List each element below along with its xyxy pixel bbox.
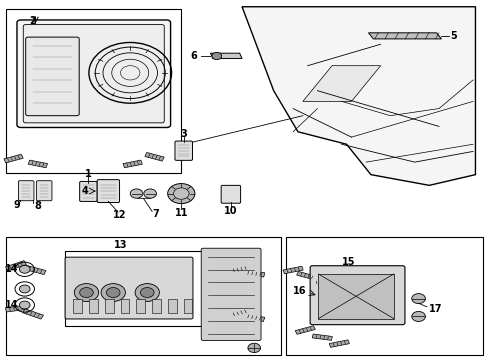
Text: 12: 12 (113, 210, 126, 220)
FancyBboxPatch shape (97, 180, 119, 203)
Polygon shape (5, 261, 26, 271)
Circle shape (101, 284, 125, 301)
FancyBboxPatch shape (65, 257, 193, 319)
Text: 14: 14 (5, 300, 19, 310)
FancyBboxPatch shape (19, 181, 34, 201)
Polygon shape (242, 7, 474, 185)
Circle shape (20, 285, 30, 293)
Text: 16: 16 (293, 287, 306, 296)
Text: 5: 5 (449, 31, 456, 41)
FancyBboxPatch shape (23, 24, 164, 123)
Text: 10: 10 (224, 206, 237, 216)
Polygon shape (243, 314, 264, 321)
FancyBboxPatch shape (17, 20, 170, 127)
FancyBboxPatch shape (201, 248, 261, 341)
Circle shape (411, 311, 425, 321)
Bar (89, 298, 98, 313)
Polygon shape (228, 308, 250, 318)
Circle shape (211, 53, 221, 60)
Polygon shape (25, 265, 46, 275)
Circle shape (143, 189, 156, 198)
Text: 7: 7 (152, 209, 159, 219)
Circle shape (140, 288, 154, 297)
Circle shape (167, 184, 195, 203)
Polygon shape (295, 326, 315, 334)
Text: 8: 8 (34, 201, 41, 211)
Text: 15: 15 (342, 257, 355, 267)
Text: 3: 3 (180, 129, 187, 139)
Polygon shape (210, 53, 242, 59)
FancyBboxPatch shape (26, 37, 79, 116)
Text: 1: 1 (85, 169, 92, 179)
Circle shape (80, 288, 93, 297)
Text: 11: 11 (174, 207, 188, 217)
Text: 14: 14 (5, 264, 19, 274)
Bar (121, 298, 129, 313)
Polygon shape (144, 152, 164, 161)
Circle shape (411, 294, 425, 303)
Bar (104, 298, 113, 313)
Polygon shape (296, 271, 316, 280)
Polygon shape (28, 160, 47, 168)
Text: 9: 9 (14, 200, 20, 210)
Bar (183, 298, 192, 313)
Bar (152, 298, 161, 313)
Circle shape (20, 301, 30, 309)
Circle shape (173, 188, 189, 199)
Bar (167, 298, 176, 313)
Text: 6: 6 (190, 51, 196, 61)
Bar (318, 274, 393, 319)
FancyBboxPatch shape (221, 185, 240, 203)
Circle shape (130, 189, 142, 198)
FancyBboxPatch shape (175, 141, 192, 160)
Circle shape (247, 343, 260, 352)
Bar (285, 237, 482, 355)
Polygon shape (368, 33, 441, 39)
Polygon shape (283, 266, 303, 274)
Text: 2: 2 (30, 16, 36, 26)
Polygon shape (5, 305, 26, 312)
FancyBboxPatch shape (36, 181, 52, 201)
Polygon shape (22, 309, 43, 319)
Text: 4: 4 (81, 186, 88, 196)
Circle shape (106, 288, 120, 297)
Bar (6, 237, 281, 355)
Bar (6, 9, 181, 173)
Polygon shape (312, 334, 332, 340)
Circle shape (135, 284, 159, 301)
Polygon shape (243, 270, 264, 277)
Polygon shape (312, 279, 332, 285)
Text: 13: 13 (114, 240, 127, 250)
Polygon shape (123, 160, 142, 168)
FancyBboxPatch shape (80, 181, 97, 202)
Bar (136, 298, 145, 313)
Polygon shape (228, 265, 250, 273)
Circle shape (20, 265, 30, 273)
FancyBboxPatch shape (309, 266, 404, 325)
Polygon shape (328, 340, 349, 347)
Bar (73, 298, 82, 313)
Polygon shape (4, 154, 23, 163)
Polygon shape (326, 285, 346, 293)
Polygon shape (302, 66, 380, 102)
Circle shape (74, 284, 99, 301)
Bar (64, 251, 205, 327)
Text: 17: 17 (428, 303, 442, 314)
